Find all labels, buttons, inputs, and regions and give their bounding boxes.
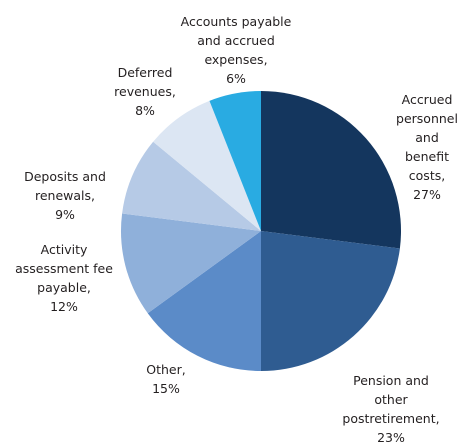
chart: Accrued personnel and benefit costs, 27% P… <box>15 12 458 445</box>
slice-value: 27% <box>413 187 441 202</box>
slice-name: Accounts payable and accrued expenses, <box>180 14 292 67</box>
slice-name: Deferred revenues, <box>114 65 176 99</box>
pie-slice <box>147 231 261 371</box>
slice-label: Deferred revenues, 8% <box>114 63 176 120</box>
pie-area <box>120 91 401 371</box>
slice-name: Deposits and renewals, <box>24 169 106 203</box>
pie-slice <box>120 213 261 314</box>
slice-value: 8% <box>135 103 155 118</box>
slice-label: Deposits and renewals, 9% <box>24 167 106 224</box>
slice-name: Pension and other postretirement, <box>342 373 440 426</box>
slice-value: 6% <box>226 71 246 86</box>
slice-label: Activity assessment fee payable, 12% <box>15 240 113 316</box>
slice-label: Accounts payable and accrued expenses, 6% <box>181 12 292 88</box>
pie-slice <box>261 231 400 371</box>
slice-label: Accrued personnel and benefit costs, 27% <box>396 90 458 204</box>
slice-value: 15% <box>152 381 180 396</box>
pie-slice <box>153 100 261 231</box>
slice-value: 12% <box>50 299 78 314</box>
slice-name: Other, <box>146 362 186 377</box>
slice-label: Pension and other postretirement, 23% <box>342 371 439 447</box>
slice-value: 23% <box>377 430 405 445</box>
slice-value: 9% <box>55 207 75 222</box>
pie-slice <box>122 141 261 231</box>
pie-slice <box>261 91 401 249</box>
slice-name: Activity assessment fee payable, <box>15 242 113 295</box>
slice-name: Accrued personnel and benefit costs, <box>396 92 458 183</box>
pie-slice <box>209 91 261 231</box>
slice-label: Other, 15% <box>146 360 185 398</box>
